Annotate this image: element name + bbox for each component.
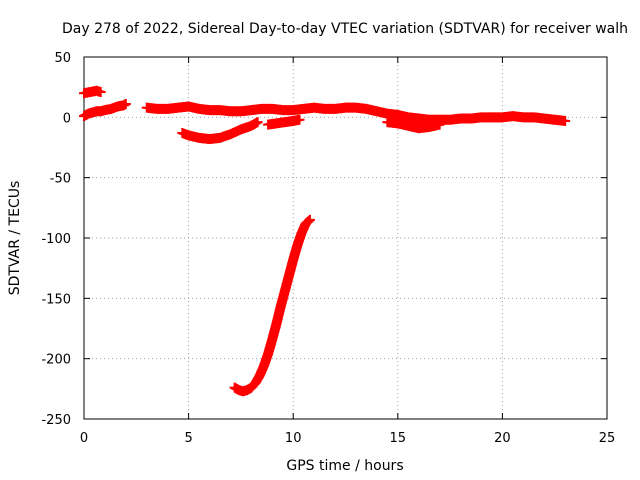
data-point xyxy=(120,99,131,110)
data-point xyxy=(95,86,106,97)
y-tick-label: -200 xyxy=(41,353,71,368)
y-tick-label: -150 xyxy=(41,292,71,307)
chart-title: Day 278 of 2022, Sidereal Day-to-day VTE… xyxy=(62,21,628,37)
y-tick-label: 0 xyxy=(63,111,71,126)
series-seg-early-high xyxy=(79,85,106,99)
series-seg-evening-dip xyxy=(382,117,445,134)
series-seg-large-drop xyxy=(229,214,315,397)
x-tick-label: 20 xyxy=(494,431,511,446)
y-tick-labels: 50 0 -50 -100 -150 -200 -250 xyxy=(41,51,71,428)
x-tick-labels: 0 5 10 15 20 25 xyxy=(80,431,615,446)
y-axis-label: SDTVAR / TECUs xyxy=(7,181,23,296)
x-tick-label: 25 xyxy=(599,431,616,446)
data-point xyxy=(304,214,315,225)
x-tick-label: 15 xyxy=(390,431,407,446)
x-axis-label: GPS time / hours xyxy=(286,458,403,474)
series-seg-small-recovery xyxy=(263,114,305,130)
x-tick-label: 10 xyxy=(285,431,302,446)
series-seg-afternoon-dip xyxy=(177,117,263,145)
data-points xyxy=(79,85,571,397)
data-point xyxy=(294,114,305,125)
x-tick-label: 5 xyxy=(184,431,192,446)
y-tick-label: 50 xyxy=(54,51,71,66)
y-tick-label: -100 xyxy=(41,232,71,247)
y-tick-label: -50 xyxy=(50,172,71,187)
series-seg-main-band xyxy=(141,101,571,126)
data-point xyxy=(434,119,445,130)
y-tick-label: -250 xyxy=(41,413,71,428)
x-tick-label: 0 xyxy=(80,431,88,446)
series-seg-early-low xyxy=(79,99,131,122)
data-point xyxy=(252,117,263,128)
axis-ticks xyxy=(83,56,608,420)
data-point xyxy=(560,115,571,126)
